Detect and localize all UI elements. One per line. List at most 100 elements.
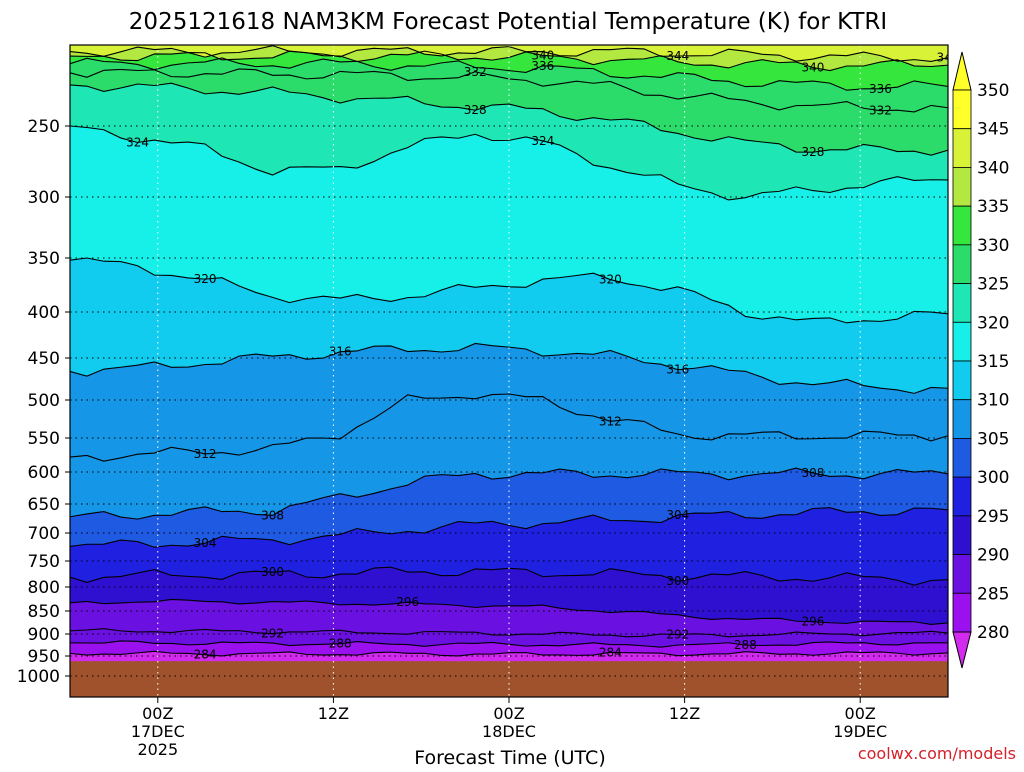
contour-label-316: 316 xyxy=(666,363,689,377)
y-tick-550: 550 xyxy=(28,429,60,449)
grid-lines xyxy=(70,45,948,697)
colorbar-label-280: 280 xyxy=(977,623,1009,643)
contour-284 xyxy=(70,650,948,657)
contour-label-308: 308 xyxy=(261,508,284,522)
band-336 xyxy=(70,51,948,91)
y-tick-750: 750 xyxy=(28,552,60,572)
colorbar-segment-335 xyxy=(952,205,972,246)
colorbar-segment-350 xyxy=(952,89,972,130)
colorbar-label-300: 300 xyxy=(977,468,1009,488)
y-tick-800: 800 xyxy=(28,578,60,598)
y-tick-500: 500 xyxy=(28,391,60,411)
colorbar-segment-310 xyxy=(952,399,972,439)
contour-label-312: 312 xyxy=(599,414,622,428)
contour-label-288: 288 xyxy=(734,638,757,652)
x-tick-label-6-0: 00Z xyxy=(142,704,173,723)
contour-320 xyxy=(70,257,948,324)
colorbar-label-325: 325 xyxy=(977,275,1009,295)
plot-area: 284 284 288 288 292 292 296 296 300 300 304 304 308 3… xyxy=(70,45,960,697)
contour-label-336: 336 xyxy=(531,59,554,73)
y-tick-650: 650 xyxy=(28,495,60,515)
contour-304 xyxy=(70,507,948,548)
colorbar-segment-305 xyxy=(952,438,972,478)
colorbar-segment-330 xyxy=(952,244,972,284)
colorbar-label-290: 290 xyxy=(977,546,1009,566)
contour-label-332: 332 xyxy=(464,65,487,79)
band-328 xyxy=(70,68,948,156)
contour-label-308: 308 xyxy=(801,466,824,480)
contour-label-324: 324 xyxy=(531,134,554,148)
x-tick-label-54-1: 19DEC xyxy=(833,722,887,741)
colorbar-top-arrow xyxy=(952,51,972,91)
y-tick-350: 350 xyxy=(28,249,60,269)
contour-label-296: 296 xyxy=(801,615,824,629)
band-320 xyxy=(70,126,948,323)
colorbar-label-335: 335 xyxy=(977,197,1009,217)
y-tick-900: 900 xyxy=(28,625,60,645)
colorbar-label-330: 330 xyxy=(977,236,1009,256)
band-324 xyxy=(70,83,948,200)
colorbar-segment-320 xyxy=(952,321,972,362)
credit-link[interactable]: coolwx.com/models xyxy=(858,744,1016,763)
y-tick-450: 450 xyxy=(28,349,60,369)
contour-label-344: 344 xyxy=(937,51,960,65)
colorbar-bottom-arrow xyxy=(952,631,972,669)
contour-328 xyxy=(70,82,948,156)
contour-label-296: 296 xyxy=(396,595,419,609)
contour-312 xyxy=(70,393,948,462)
contour-label-340: 340 xyxy=(531,48,554,62)
y-tick-250: 250 xyxy=(28,117,60,137)
contour-label-336: 336 xyxy=(869,82,892,96)
x-tick-label-30-0: 00Z xyxy=(493,704,524,723)
x-tick-label-18-0: 12Z xyxy=(318,704,349,723)
colorbar-label-320: 320 xyxy=(977,313,1009,333)
contour-labels: 284 284 288 288 292 292 296 296 300 300 304 304 308 3… xyxy=(126,48,960,662)
band-284 xyxy=(70,640,948,656)
colorbar-segment-285 xyxy=(952,592,972,633)
x-tick-label-42-0: 12Z xyxy=(669,704,700,723)
x-tick-label-6-1: 17DEC xyxy=(131,722,185,741)
contour-label-328: 328 xyxy=(464,103,487,117)
contour-label-284: 284 xyxy=(599,645,622,659)
contour-label-284: 284 xyxy=(194,648,217,662)
x-tick-label-30-1: 18DEC xyxy=(482,722,536,741)
x-axis-label: Forecast Time (UTC) xyxy=(414,747,605,768)
contour-label-312: 312 xyxy=(194,447,217,461)
y-tick-300: 300 xyxy=(28,188,60,208)
contour-label-304: 304 xyxy=(666,508,689,522)
contour-label-320: 320 xyxy=(599,273,622,287)
band-308 xyxy=(70,393,948,520)
contour-label-316: 316 xyxy=(329,345,352,359)
contour-label-320: 320 xyxy=(194,272,217,286)
contour-label-340: 340 xyxy=(801,61,824,75)
band-312 xyxy=(70,343,948,462)
contour-344 xyxy=(70,45,948,63)
y-tick-400: 400 xyxy=(28,303,60,323)
y-tick-1000: 1000 xyxy=(17,667,60,687)
colorbar-label-350: 350 xyxy=(977,81,1009,101)
contour-292 xyxy=(70,628,948,638)
colorbar-label-345: 345 xyxy=(977,120,1009,140)
contour-296 xyxy=(70,598,948,626)
colorbar-label-305: 305 xyxy=(977,429,1009,449)
contour-308 xyxy=(70,467,948,520)
contour-label-292: 292 xyxy=(261,627,284,641)
y-tick-950: 950 xyxy=(28,647,60,667)
y-tick-850: 850 xyxy=(28,602,60,622)
colorbar-segment-315 xyxy=(952,360,972,401)
contour-316 xyxy=(70,342,948,394)
contour-label-332: 332 xyxy=(869,104,892,118)
contour-336 xyxy=(70,57,948,91)
contour-label-300: 300 xyxy=(261,565,284,579)
colorbar-label-310: 310 xyxy=(977,391,1009,411)
colorbar-segment-300 xyxy=(952,476,972,517)
x-tick-label-6-2: 2025 xyxy=(137,740,178,759)
y-tick-700: 700 xyxy=(28,524,60,544)
contour-label-304: 304 xyxy=(194,536,217,550)
contour-label-344: 344 xyxy=(666,49,689,63)
colorbar-segment-345 xyxy=(952,128,972,168)
colorbar-segment-295 xyxy=(952,515,972,555)
